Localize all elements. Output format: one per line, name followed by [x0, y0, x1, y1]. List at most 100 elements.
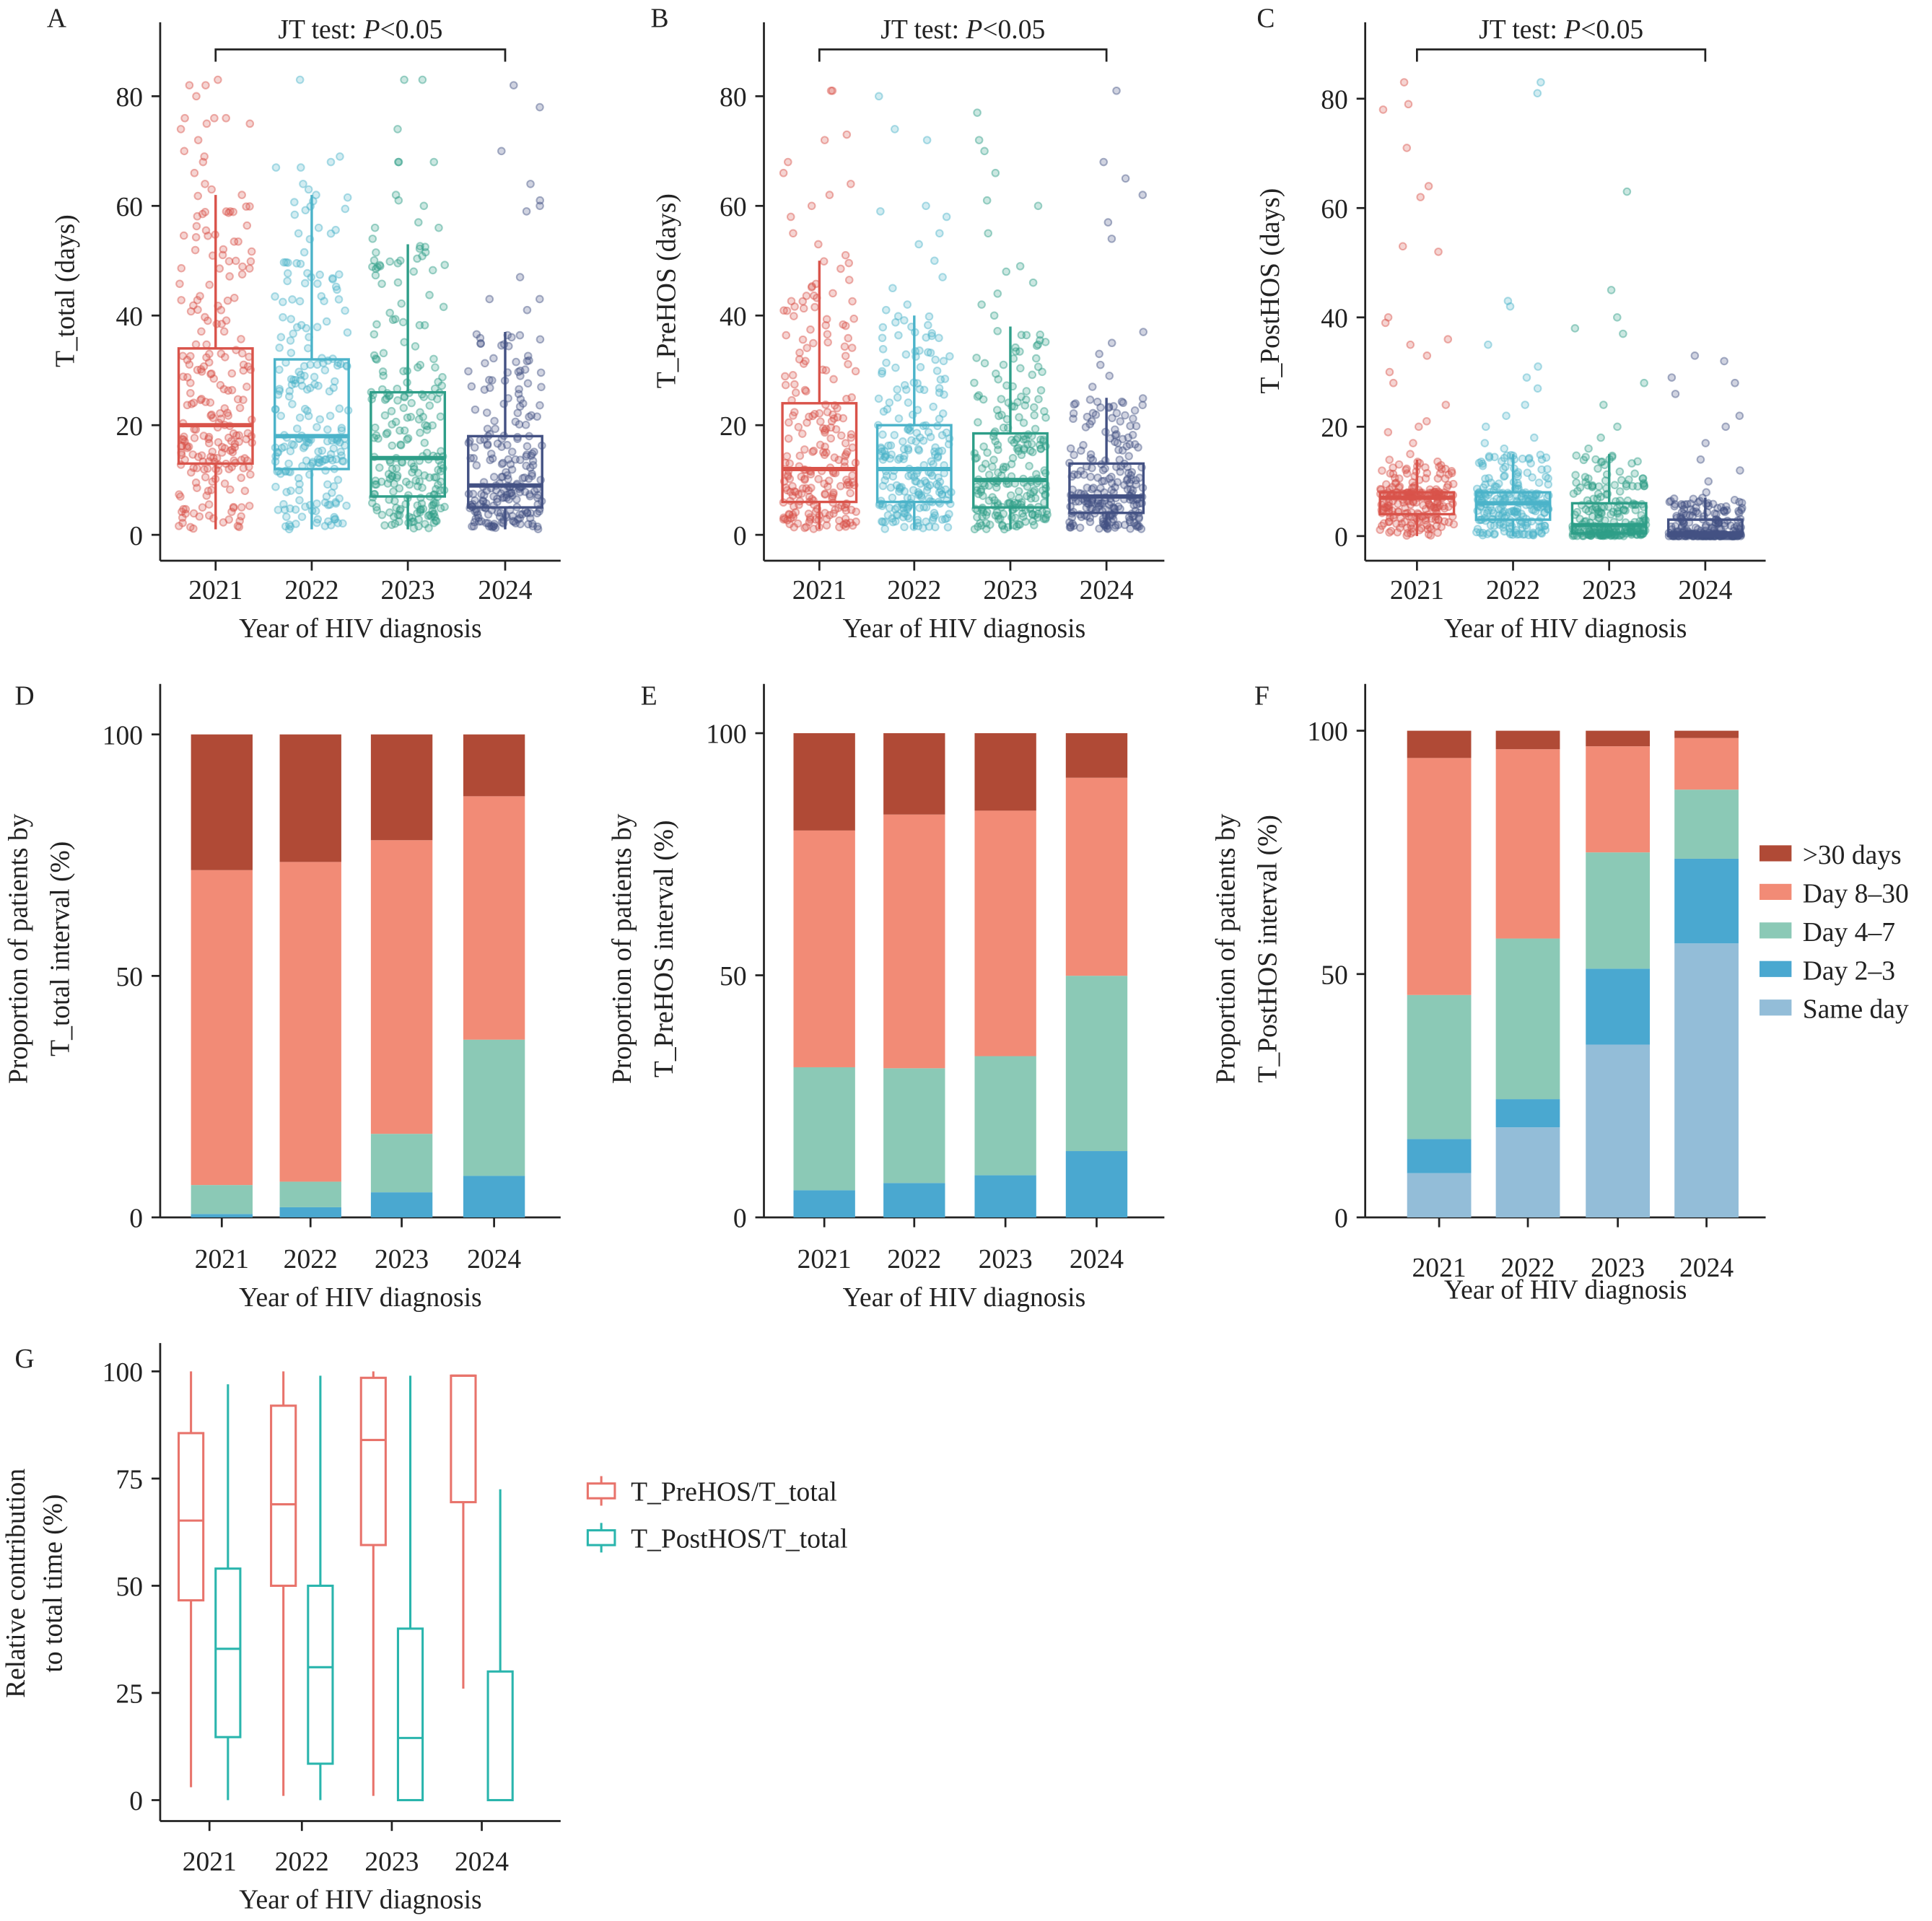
- data-point: [1677, 523, 1686, 532]
- data-point: [512, 495, 521, 504]
- data-point: [371, 354, 380, 363]
- data-point: [802, 483, 810, 493]
- data-point: [409, 524, 419, 533]
- data-point: [922, 201, 930, 211]
- data-point: [533, 412, 541, 421]
- data-point: [191, 340, 201, 349]
- data-point: [793, 519, 803, 528]
- x-tick-label: 2022: [284, 1245, 338, 1274]
- data-point: [1032, 341, 1041, 350]
- y-axis-label: T_PostHOS (days): [1256, 188, 1285, 394]
- data-point: [224, 209, 233, 217]
- data-point: [289, 329, 297, 338]
- data-point: [1537, 522, 1546, 531]
- data-point: [782, 306, 792, 315]
- data-point: [784, 510, 794, 519]
- legend-swatch: [1759, 999, 1792, 1016]
- data-point: [525, 356, 533, 365]
- data-point: [190, 168, 199, 178]
- x-tick-label: 2023: [979, 1245, 1033, 1274]
- data-point: [333, 361, 342, 370]
- data-point: [1099, 157, 1109, 167]
- data-point: [1483, 530, 1492, 538]
- data-point: [1401, 503, 1409, 512]
- data-point: [974, 391, 984, 400]
- data-point: [847, 430, 856, 439]
- bar-segment-2021-day-8-30: [793, 830, 855, 1067]
- data-point: [336, 152, 344, 161]
- data-point: [1122, 442, 1131, 451]
- data-point: [302, 385, 312, 394]
- data-point: [235, 522, 244, 532]
- data-point: [839, 320, 848, 329]
- data-point: [202, 119, 211, 128]
- x-tick-label: 2021: [188, 576, 242, 605]
- data-point: [216, 408, 224, 418]
- data-point: [1015, 347, 1024, 356]
- data-point: [1114, 520, 1123, 530]
- data-point: [218, 250, 227, 260]
- data-point: [430, 473, 439, 482]
- data-point: [1378, 105, 1388, 114]
- data-point: [536, 201, 544, 211]
- data-point: [314, 223, 323, 232]
- data-point: [478, 496, 487, 505]
- data-point: [788, 491, 797, 500]
- x-tick-label: 2022: [887, 576, 941, 605]
- data-point: [1010, 438, 1018, 447]
- data-point: [502, 468, 510, 477]
- data-point: [176, 492, 185, 501]
- data-point: [217, 305, 226, 315]
- data-point: [419, 412, 428, 421]
- legend-swatch: [1759, 845, 1792, 862]
- x-tick-label: 2023: [364, 1847, 419, 1877]
- data-point: [330, 377, 339, 386]
- data-point: [507, 489, 516, 498]
- panel-label: C: [1256, 4, 1275, 34]
- data-point: [941, 485, 950, 494]
- data-point: [984, 481, 994, 490]
- data-point: [318, 446, 327, 455]
- bar-segment-2022-day-2-3: [279, 1207, 341, 1217]
- y-tick-label: 50: [115, 1572, 143, 1602]
- data-point: [308, 458, 318, 467]
- data-point: [403, 413, 412, 422]
- data-point: [224, 257, 234, 266]
- data-point: [301, 502, 310, 511]
- data-point: [1086, 504, 1095, 512]
- data-point: [1541, 525, 1550, 535]
- data-point: [469, 454, 478, 463]
- data-point: [1390, 473, 1399, 483]
- data-point: [204, 511, 214, 520]
- data-point: [893, 511, 902, 520]
- data-point: [276, 411, 286, 421]
- data-point: [914, 446, 924, 455]
- data-point: [313, 515, 323, 524]
- data-point: [1002, 267, 1011, 276]
- data-point: [1101, 464, 1109, 473]
- data-point: [530, 486, 539, 496]
- x-tick-label: 2021: [1390, 576, 1444, 605]
- data-point: [1032, 470, 1041, 478]
- data-point: [1017, 393, 1026, 401]
- annotation-suffix: <0.05: [982, 15, 1045, 45]
- data-point: [371, 271, 380, 280]
- data-point: [387, 406, 396, 416]
- data-point: [1107, 473, 1116, 481]
- data-point: [313, 455, 323, 463]
- data-point: [393, 473, 401, 482]
- data-point: [917, 493, 926, 502]
- data-point: [180, 146, 189, 156]
- data-point: [431, 499, 440, 507]
- data-point: [1391, 478, 1401, 487]
- data-point: [335, 494, 344, 503]
- panel-label: D: [14, 682, 34, 712]
- data-point: [925, 481, 935, 490]
- data-point: [1533, 89, 1542, 97]
- data-point: [1107, 486, 1116, 495]
- data-point: [835, 522, 844, 532]
- data-point: [472, 461, 481, 470]
- data-point: [1033, 362, 1043, 372]
- data-point: [416, 505, 426, 514]
- data-point: [974, 489, 983, 499]
